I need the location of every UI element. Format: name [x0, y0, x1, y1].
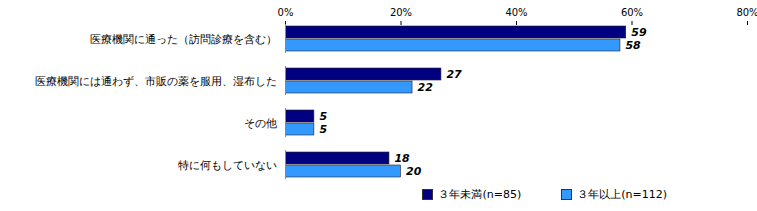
svg-text:58: 58	[625, 39, 641, 52]
svg-text:医療機関に通った（訪問診療を含む）: 医療機関に通った（訪問診療を含む）	[90, 33, 277, 46]
svg-text:医療機関には通わず、市販の薬を服用、湿布した: 医療機関には通わず、市販の薬を服用、湿布した	[35, 75, 277, 88]
svg-text:20: 20	[406, 165, 422, 178]
html-text:３年以上(n=112): ３年以上(n=112)	[577, 188, 667, 201]
svg-text:40%: 40%	[505, 7, 527, 18]
svg-text:22: 22	[418, 81, 434, 94]
svg-text:特に何もしていない: 特に何もしていない	[178, 159, 277, 172]
svg-text:27: 27	[446, 68, 462, 81]
svg-text:5: 5	[319, 123, 327, 136]
svg-text:5: 5	[319, 110, 327, 123]
svg-text:0%: 0%	[278, 7, 294, 18]
svg-text:59: 59	[631, 26, 647, 39]
svg-text:80%: 80%	[736, 7, 757, 18]
svg-text:60%: 60%	[621, 7, 643, 18]
svg-text:18: 18	[394, 152, 410, 165]
svg-text:20%: 20%	[390, 7, 412, 18]
svg-text:その他: その他	[244, 117, 277, 130]
html-text:３年未満(n=85): ３年未満(n=85)	[438, 188, 522, 201]
